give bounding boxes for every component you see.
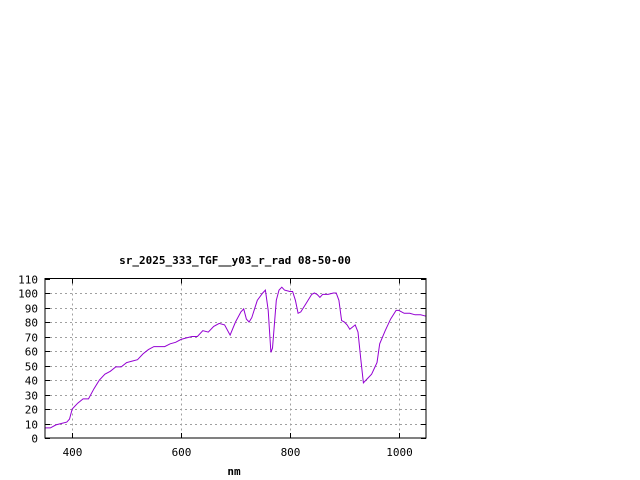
y-tick-label: 30 [25, 390, 38, 403]
y-tick-label: 0 [31, 433, 38, 446]
y-tick-label: 100 [18, 288, 38, 301]
plot-border [44, 278, 427, 439]
y-tick-label: 60 [25, 346, 38, 359]
x-tick-label: 400 [63, 446, 83, 459]
grid [45, 278, 426, 439]
y-tick-label: 90 [25, 303, 38, 316]
x-tick-label: 1000 [386, 446, 413, 459]
x-tick-label: 800 [281, 446, 301, 459]
y-tick-label: 10 [25, 419, 38, 432]
chart-title: sr_2025_333_TGF__y03_r_rad 08-50-00 [119, 254, 351, 267]
y-tick-label: 20 [25, 404, 38, 417]
x-tick-label: 600 [172, 446, 192, 459]
y-tick-label: 50 [25, 361, 38, 374]
y-tick-label: 40 [25, 375, 38, 388]
series-line [45, 286, 427, 429]
x-axis-label: nm [227, 465, 241, 478]
y-tick-label: 80 [25, 317, 38, 330]
y-tick-label: 110 [18, 274, 38, 287]
y-tick-label: 70 [25, 332, 38, 345]
